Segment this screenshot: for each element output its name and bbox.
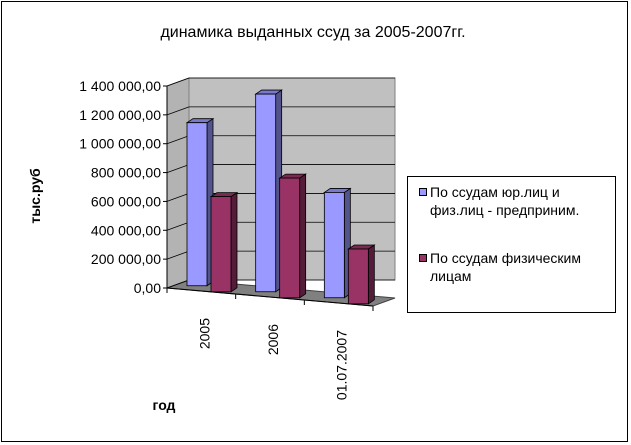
bar-front xyxy=(323,192,345,299)
x-axis-line xyxy=(166,287,374,307)
y-tick-label: 1 000 000,00 xyxy=(79,136,161,152)
bar-2-01.07.2007 xyxy=(347,244,376,305)
y-tick-label: 0,00 xyxy=(134,280,161,296)
x-axis-label: год xyxy=(153,397,176,413)
y-tick-label: 400 000,00 xyxy=(91,222,161,238)
bar-front xyxy=(186,122,208,287)
legend-swatch-series-1 xyxy=(419,188,427,196)
chart-title: динамика выданных ссуд за 2005-2007гг. xyxy=(160,24,465,41)
bar-side xyxy=(230,191,238,293)
gridline-side xyxy=(166,164,190,173)
gridline-side xyxy=(166,77,190,87)
bar-front xyxy=(255,93,277,293)
bar-front xyxy=(279,177,301,299)
bar-front xyxy=(210,196,232,293)
legend-label-series-2: По ссудам физическим лицам xyxy=(430,250,581,284)
bar-1-2005 xyxy=(185,117,215,287)
bar-front xyxy=(347,248,369,305)
legend-swatch-series-2 xyxy=(419,254,427,262)
y-tick-label: 800 000,00 xyxy=(91,165,161,181)
gridline-side xyxy=(166,193,190,202)
x-tick-label: 2005 xyxy=(196,318,212,349)
gridline-side xyxy=(166,279,190,289)
y-tick-label: 600 000,00 xyxy=(91,193,161,209)
side-wall xyxy=(166,77,190,289)
gridline-side xyxy=(166,221,190,231)
y-tick-label: 1 200 000,00 xyxy=(79,107,161,123)
bar-side xyxy=(367,244,375,305)
legend-item-series-2: По ссудам физическим лицам xyxy=(413,249,603,285)
bar-2-2006 xyxy=(278,173,307,299)
y-axis-label: тыс.руб xyxy=(27,168,43,224)
x-tick-label: 01.07.2007 xyxy=(334,330,350,400)
legend-label-series-1: По ссудам юр.лиц и физ.лиц - предприним. xyxy=(430,184,580,218)
gridline-side xyxy=(166,250,190,260)
bar-1-01.07.2007 xyxy=(323,187,352,299)
gridline-side xyxy=(166,135,190,145)
bar-1-2006 xyxy=(254,89,283,293)
x-tick-label: 2006 xyxy=(265,324,281,355)
bar-2-2005 xyxy=(209,191,239,293)
y-tick-label: 200 000,00 xyxy=(91,251,161,267)
y-tick-label: 1 400 000,00 xyxy=(79,78,161,94)
legend-item-series-1: По ссудам юр.лиц и физ.лиц - предприним. xyxy=(413,183,603,219)
bar-side xyxy=(299,173,307,299)
legend: По ссудам юр.лиц и физ.лиц - предприним.… xyxy=(407,176,616,313)
gridline-side xyxy=(166,106,190,116)
